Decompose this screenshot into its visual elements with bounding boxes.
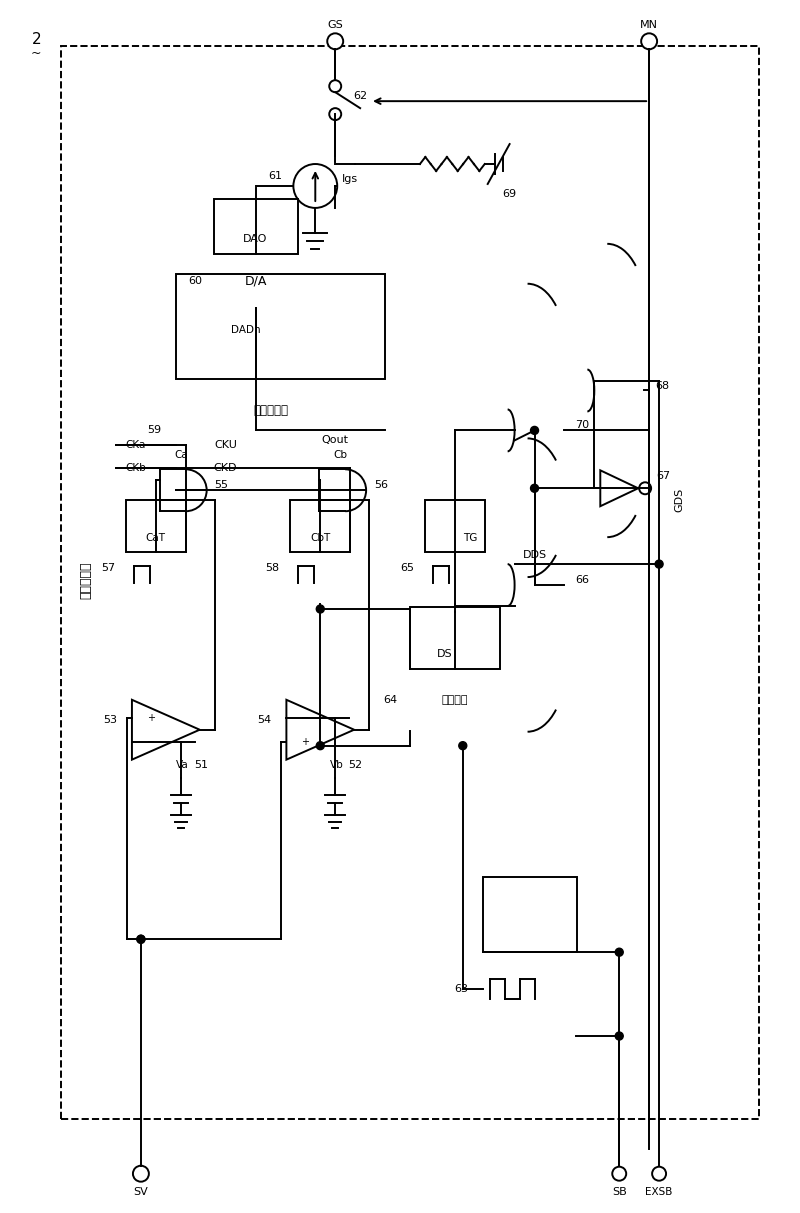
Text: TG: TG bbox=[462, 534, 477, 543]
Text: 53: 53 bbox=[103, 714, 117, 724]
Bar bbox=[126, 500, 186, 552]
Text: −: − bbox=[302, 713, 310, 723]
Text: CKU: CKU bbox=[214, 440, 237, 450]
Circle shape bbox=[615, 1032, 623, 1040]
Bar bbox=[176, 274, 385, 378]
Text: 63: 63 bbox=[454, 984, 468, 995]
Text: SV: SV bbox=[134, 1186, 148, 1197]
Text: 延迟电路: 延迟电路 bbox=[442, 695, 468, 705]
Text: 52: 52 bbox=[348, 759, 362, 769]
Circle shape bbox=[458, 741, 466, 750]
Text: CKa: CKa bbox=[126, 440, 146, 450]
Text: DDS: DDS bbox=[522, 551, 546, 560]
Text: DADn: DADn bbox=[230, 325, 260, 335]
Circle shape bbox=[652, 1167, 666, 1180]
Text: CaT: CaT bbox=[146, 534, 166, 543]
Text: Ca: Ca bbox=[174, 450, 188, 461]
Circle shape bbox=[330, 108, 342, 120]
Text: 58: 58 bbox=[266, 563, 279, 573]
Text: −: − bbox=[147, 736, 155, 747]
Circle shape bbox=[327, 33, 343, 50]
Text: 增减计数器: 增减计数器 bbox=[253, 404, 288, 417]
Text: 64: 64 bbox=[383, 695, 397, 705]
Text: +: + bbox=[147, 713, 155, 723]
Text: 54: 54 bbox=[258, 714, 271, 724]
Text: ~: ~ bbox=[31, 47, 42, 59]
Circle shape bbox=[655, 560, 663, 568]
Bar bbox=[61, 46, 758, 1118]
Circle shape bbox=[137, 935, 145, 944]
Circle shape bbox=[133, 1166, 149, 1181]
Circle shape bbox=[137, 935, 145, 944]
Text: 70: 70 bbox=[575, 421, 590, 431]
Text: EXSB: EXSB bbox=[646, 1186, 673, 1197]
Text: 55: 55 bbox=[214, 480, 229, 490]
Text: 60: 60 bbox=[189, 275, 202, 286]
Text: Igs: Igs bbox=[342, 173, 358, 184]
Text: 68: 68 bbox=[655, 381, 669, 391]
Text: 2: 2 bbox=[31, 32, 41, 47]
Text: 69: 69 bbox=[502, 189, 517, 199]
Bar bbox=[290, 500, 350, 552]
Text: 61: 61 bbox=[269, 171, 282, 181]
Text: MN: MN bbox=[640, 21, 658, 30]
Text: Va: Va bbox=[176, 759, 189, 769]
Text: CbT: CbT bbox=[310, 534, 330, 543]
Circle shape bbox=[639, 483, 651, 494]
Text: DAO: DAO bbox=[243, 234, 268, 244]
Circle shape bbox=[612, 1167, 626, 1180]
Circle shape bbox=[641, 33, 657, 50]
Circle shape bbox=[316, 605, 324, 613]
Text: 栅极控制部: 栅极控制部 bbox=[79, 562, 93, 599]
Text: +: + bbox=[302, 736, 310, 747]
Text: 62: 62 bbox=[353, 91, 367, 101]
Circle shape bbox=[530, 427, 538, 434]
Text: 57: 57 bbox=[101, 563, 115, 573]
Circle shape bbox=[615, 949, 623, 956]
Circle shape bbox=[330, 80, 342, 92]
Text: DS: DS bbox=[437, 649, 453, 659]
Text: D/A: D/A bbox=[244, 274, 266, 287]
Text: 51: 51 bbox=[194, 759, 208, 769]
Bar bbox=[410, 606, 500, 668]
Bar bbox=[214, 199, 298, 254]
Bar bbox=[482, 877, 578, 952]
Text: 66: 66 bbox=[575, 575, 590, 585]
Circle shape bbox=[530, 484, 538, 492]
Text: GS: GS bbox=[327, 21, 343, 30]
Text: Qout: Qout bbox=[322, 435, 349, 445]
Text: CKD: CKD bbox=[214, 463, 238, 473]
Text: CKb: CKb bbox=[125, 463, 146, 473]
Text: 56: 56 bbox=[374, 480, 388, 490]
Text: 67: 67 bbox=[656, 472, 670, 482]
Circle shape bbox=[316, 741, 324, 750]
Text: 65: 65 bbox=[400, 563, 414, 573]
Text: Cb: Cb bbox=[334, 450, 347, 461]
Text: GDS: GDS bbox=[674, 488, 684, 512]
Text: Vb: Vb bbox=[330, 759, 344, 769]
Bar bbox=[425, 500, 485, 552]
Text: SB: SB bbox=[612, 1186, 626, 1197]
Text: 59: 59 bbox=[146, 426, 161, 435]
